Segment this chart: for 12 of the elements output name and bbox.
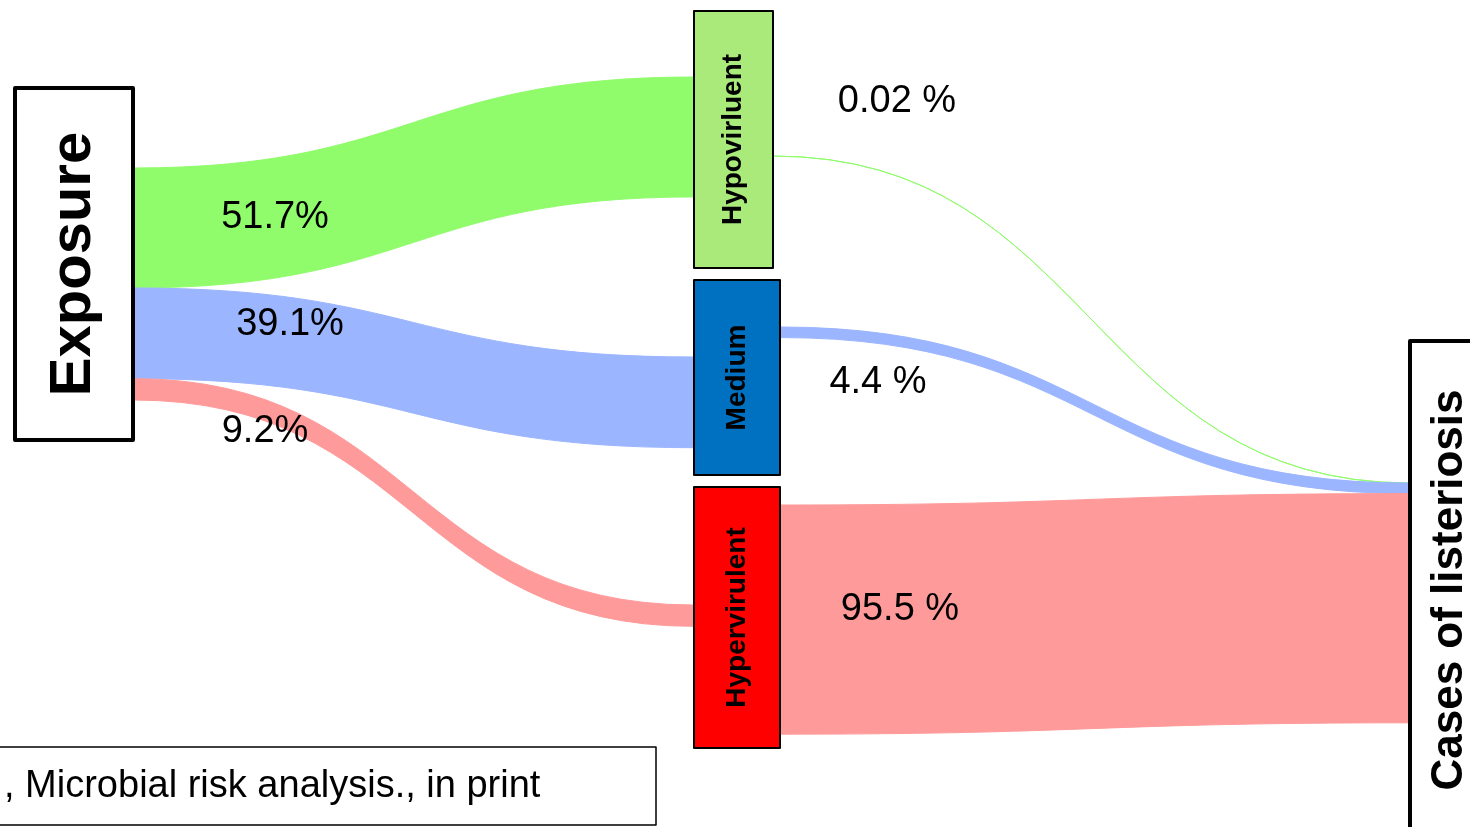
data-label: 0.02 % [837, 78, 957, 121]
category-label: Hypervirulent [719, 527, 751, 708]
text: Exposure [37, 131, 102, 397]
text: , Microbial risk analysis., in print [4, 763, 541, 806]
data-label: 4.4 % [829, 359, 927, 402]
data-label: 39.1% [236, 301, 344, 344]
category-label: Hypovirluent [716, 53, 748, 226]
data-label: 95.5 % [840, 586, 960, 629]
data-label: 9.2% [221, 408, 309, 451]
data-label: 51.7% [221, 194, 329, 237]
category-label: Medium [719, 324, 751, 431]
text: Cases of listeriosis [1422, 389, 1470, 791]
